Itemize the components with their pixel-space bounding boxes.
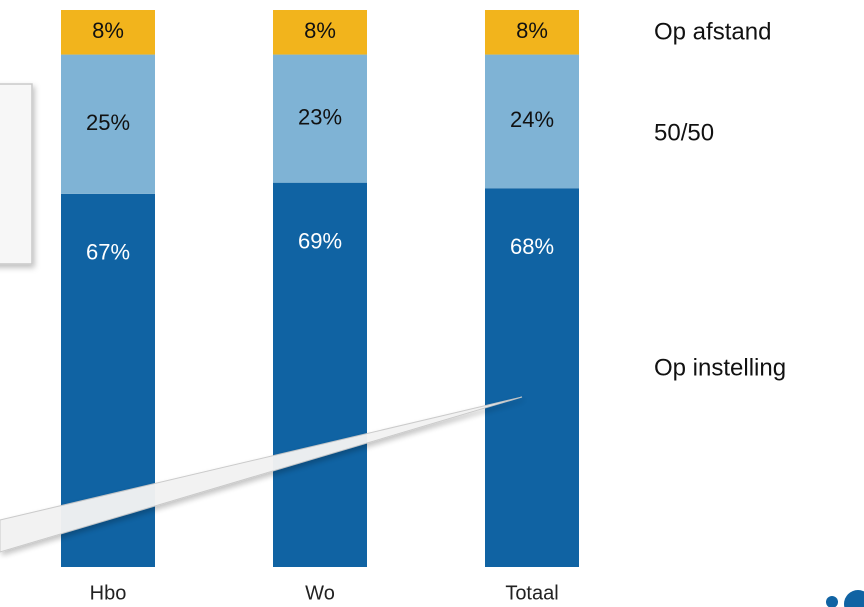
legend-label-50-50: 50/50 (654, 119, 714, 146)
data-label-wo-op-afstand: 8% (304, 18, 336, 43)
data-label-totaal-50-50: 24% (510, 107, 554, 132)
data-label-hbo-op-instelling: 67% (86, 240, 130, 265)
category-axis: Hbo Wo Totaal (90, 582, 559, 604)
category-label-totaal: Totaal (505, 582, 558, 604)
data-label-hbo-50-50: 25% (86, 110, 130, 135)
category-label-wo: Wo (305, 582, 335, 604)
data-label-wo-op-instelling: 69% (298, 228, 342, 253)
data-label-hbo-op-afstand: 8% (92, 18, 124, 43)
logo-icon (826, 590, 864, 607)
data-label-wo-50-50: 23% (298, 104, 342, 129)
data-label-totaal-op-afstand: 8% (516, 18, 548, 43)
legend-label-op-afstand: Op afstand (654, 18, 771, 45)
data-label-totaal-op-instelling: 68% (510, 234, 554, 259)
legend: Op instelling 50/50 Op afstand (654, 18, 786, 381)
category-label-hbo: Hbo (90, 582, 127, 604)
legend-label-op-instelling: Op instelling (654, 354, 786, 381)
callout-box (0, 84, 32, 264)
bars-group: 67% 25% 8% 69% 23% 8% 68% 24% 8% (61, 10, 579, 567)
